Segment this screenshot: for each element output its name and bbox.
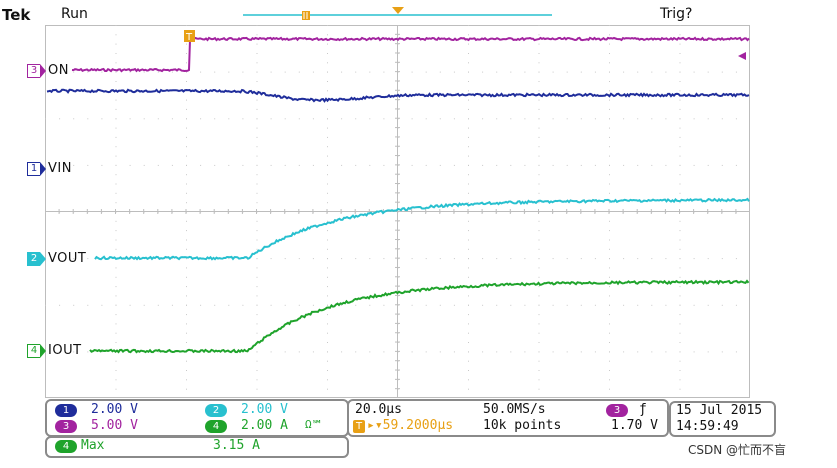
trigger-level: 1.70 V <box>611 418 658 433</box>
waveform-ch2-vout <box>94 197 750 261</box>
record-length: 10k points <box>483 418 562 433</box>
graticule <box>45 25 750 398</box>
timebase[interactable]: 20.0µs <box>355 402 402 417</box>
time: 14:59:49 <box>676 419 739 434</box>
brand-logo: Tek <box>2 6 31 24</box>
trigger-point-label: T <box>185 32 193 43</box>
ch2-scale: 2.00 V <box>241 402 288 417</box>
sample-rate: 50.0MS/s <box>483 402 546 417</box>
ch2-badge[interactable]: 2 <box>205 404 227 417</box>
measurement-source-badge[interactable]: 4 <box>55 440 77 453</box>
ch4-label: IOUT <box>48 343 82 358</box>
trigger-slope-icon: ƒ <box>639 402 647 417</box>
trigger-point-icon <box>184 30 195 42</box>
acquisition-state: Run <box>61 6 88 22</box>
datetime-panel: 15 Jul 2015 14:59:49 <box>669 401 776 437</box>
trigger-source-badge[interactable]: 3 <box>606 404 628 417</box>
ch1-number: 1 <box>27 162 46 176</box>
ch1-label: VIN <box>48 161 72 176</box>
ch1-badge[interactable]: 1 <box>55 404 77 417</box>
ch3-number: 3 <box>27 64 46 78</box>
waveform-ch1-vin <box>46 88 750 103</box>
ch1-scale: 2.00 V <box>91 402 138 417</box>
trigger-level-icon <box>738 52 746 60</box>
ch2-number: 2 <box>27 252 46 266</box>
watermark: CSDN @忙而不盲 <box>688 443 787 457</box>
ch2-label: VOUT <box>48 251 87 266</box>
trigger-delay[interactable]: ▸▾59.2000µs <box>367 418 454 433</box>
trigger-status: Trig? <box>660 6 693 22</box>
ch3-badge[interactable]: 3 <box>55 420 77 433</box>
ch4-badge[interactable]: 4 <box>205 420 227 433</box>
waveform-ch3-on <box>71 36 750 73</box>
ch4-number: 4 <box>27 344 46 358</box>
ch1-marker[interactable]: 1 VIN <box>27 162 72 176</box>
ch2-marker[interactable]: 2 VOUT <box>27 252 86 266</box>
ch4-marker[interactable]: 4 IOUT <box>27 344 82 358</box>
ch3-marker[interactable]: 3 ON <box>27 64 69 78</box>
vertical-settings-panel: 1 2.00 V 2 2.00 V 3 5.00 V 4 2.00 A Ω℠ <box>45 399 349 437</box>
measurement-panel: 4 Max 3.15 A <box>45 436 349 458</box>
waveform-ch4-iout <box>89 279 750 354</box>
record-position-bar <box>243 7 552 20</box>
horizontal-settings-panel: 20.0µs 50.0MS/s 3 ƒ T ▸▾59.2000µs 10k po… <box>347 399 669 437</box>
ch3-scale: 5.00 V <box>91 418 138 433</box>
date: 15 Jul 2015 <box>676 403 763 418</box>
record-window-icon <box>302 11 310 20</box>
measurement-value: 3.15 A <box>213 438 260 453</box>
delay-trigger-icon: T <box>353 420 365 433</box>
measurement-name: Max <box>81 438 105 453</box>
ch4-scale: 2.00 A <box>241 418 288 433</box>
trigger-position-icon <box>392 7 404 14</box>
ch4-bandwidth-icon: Ω℠ <box>305 418 323 431</box>
ch3-label: ON <box>48 63 69 78</box>
